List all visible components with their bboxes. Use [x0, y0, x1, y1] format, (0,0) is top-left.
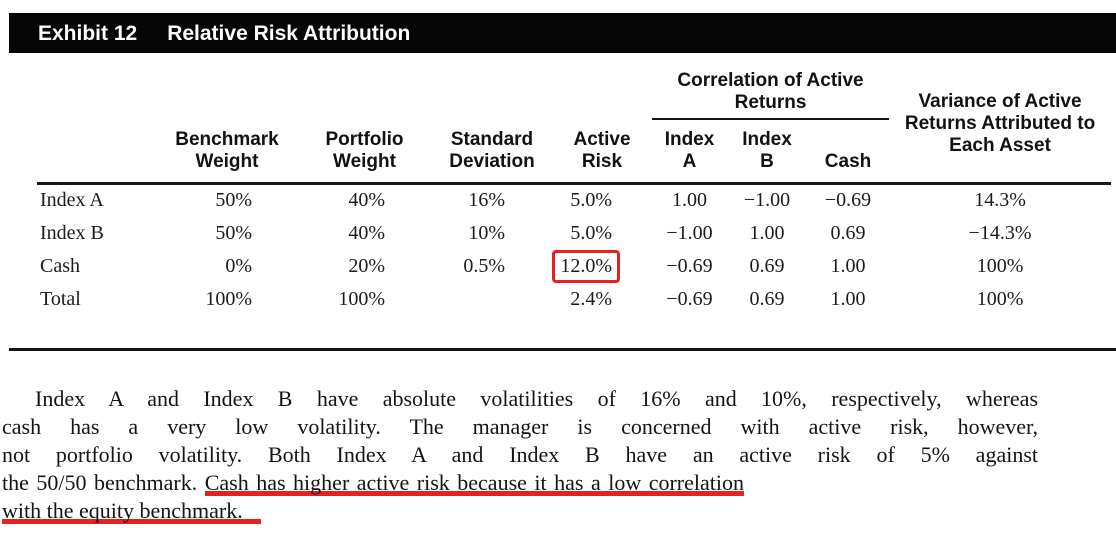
cell-active-risk: 2.4% [570, 287, 612, 310]
row-label: Index A [40, 189, 104, 212]
body-paragraph: Index A and Index B have absolute volati… [2, 385, 1038, 525]
paragraph-line: Index A and Index B have absolute volati… [35, 385, 1038, 411]
benchmark-weight-header: Benchmark Weight [175, 129, 279, 172]
cell-benchmark-weight: 0% [225, 254, 252, 277]
paragraph-line: not portfolio volatility. Both Index A a… [2, 441, 1038, 467]
cell-portfolio-weight: 20% [348, 254, 385, 277]
table-row-index-a: Index A 50% 40% 16% 5.0% 1.00 −1.00 −0.6… [37, 184, 1111, 217]
cell-variance: 100% [976, 287, 1024, 310]
cell-corr-index-a: −0.69 [666, 254, 713, 277]
row-label: Cash [40, 254, 80, 277]
paragraph-text: the 50/50 benchmark. [2, 469, 205, 495]
correlation-span-header: Correlation of Active Returns [652, 70, 890, 120]
exhibit-number: Exhibit 12 [38, 21, 138, 45]
cell-corr-index-a: −1.00 [666, 221, 713, 244]
corr-cash-header: Cash [824, 151, 872, 172]
cell-active-risk-highlighted: 12.0% [552, 249, 652, 283]
exhibit-header-bar: Exhibit 12 Relative Risk Attribution [9, 13, 1116, 53]
cell-corr-index-b: 0.69 [749, 254, 785, 277]
cell-portfolio-weight: 40% [348, 189, 385, 212]
table-row-index-b: Index B 50% 40% 10% 5.0% −1.00 1.00 0.69… [37, 217, 1111, 250]
corr-index-b-header: Index B [742, 129, 792, 172]
table-row-total: Total 100% 100% 2.4% −0.69 0.69 1.00 100… [37, 283, 1111, 316]
table-row-cash: Cash 0% 20% 0.5% 12.0% −0.69 0.69 1.00 1… [37, 249, 1111, 283]
portfolio-weight-header: Portfolio Weight [325, 129, 404, 172]
active-risk-header: Active Risk [573, 129, 631, 172]
cell-active-risk: 5.0% [570, 189, 612, 212]
red-annotation-box: 12.0% [552, 249, 620, 283]
cell-benchmark-weight: 100% [205, 287, 252, 310]
cell-corr-cash: 1.00 [830, 254, 866, 277]
row-label: Index B [40, 221, 104, 244]
cell-corr-index-b: 0.69 [749, 287, 785, 310]
document-page: Exhibit 12 Relative Risk Attribution Cor… [0, 13, 1116, 525]
paragraph-line: with the equity benchmark. [2, 497, 1038, 525]
cell-standard-deviation: 10% [468, 221, 505, 244]
cell-corr-cash: 0.69 [830, 221, 866, 244]
variance-header: Variance of Active Returns Attributed to… [904, 91, 1096, 156]
cell-standard-deviation: 16% [468, 189, 505, 212]
cell-benchmark-weight: 50% [215, 221, 252, 244]
table-body: Index A 50% 40% 16% 5.0% 1.00 −1.00 −0.6… [37, 183, 1112, 316]
cell-portfolio-weight: 40% [348, 221, 385, 244]
red-underlined-text: with the equity benchmark. [2, 497, 261, 524]
paragraph-line: the 50/50 benchmark. Cash has higher act… [2, 469, 1038, 497]
exhibit-title: Relative Risk Attribution [167, 21, 411, 45]
empty-header-cell [37, 119, 157, 184]
cell-variance: 14.3% [974, 189, 1026, 212]
cell-corr-index-a: 1.00 [672, 189, 707, 212]
table-header: Correlation of Active Returns Variance o… [37, 70, 1111, 184]
standard-deviation-header: Standard Deviation [449, 129, 535, 172]
paragraph-line: cash has a very low volatility. The mana… [2, 413, 1038, 439]
cell-variance: 100% [976, 254, 1024, 277]
cell-portfolio-weight: 100% [338, 287, 385, 310]
corr-index-a-header: Index A [664, 129, 715, 172]
column-header-row: Benchmark Weight Portfolio Weight Standa… [37, 119, 1111, 184]
cell-benchmark-weight: 50% [215, 189, 252, 212]
cell-corr-index-b: 1.00 [749, 221, 785, 244]
relative-risk-attribution-table: Correlation of Active Returns Variance o… [37, 70, 1112, 316]
cell-active-risk: 5.0% [570, 221, 612, 244]
cell-corr-index-b: −1.00 [743, 189, 791, 212]
row-label: Total [40, 287, 81, 310]
cell-standard-deviation: 0.5% [463, 254, 505, 277]
cell-variance: −14.3% [968, 221, 1032, 244]
red-underlined-text: Cash has higher active risk because it h… [204, 469, 745, 496]
span-header-row: Correlation of Active Returns Variance o… [37, 70, 1111, 156]
cell-standard-deviation [432, 283, 552, 316]
empty-header-cell [37, 70, 652, 119]
cell-corr-index-a: −0.69 [666, 287, 713, 310]
cell-corr-cash: 1.00 [830, 287, 866, 310]
cell-corr-cash: −0.69 [824, 189, 872, 212]
exhibit-bottom-rule [9, 347, 1116, 351]
